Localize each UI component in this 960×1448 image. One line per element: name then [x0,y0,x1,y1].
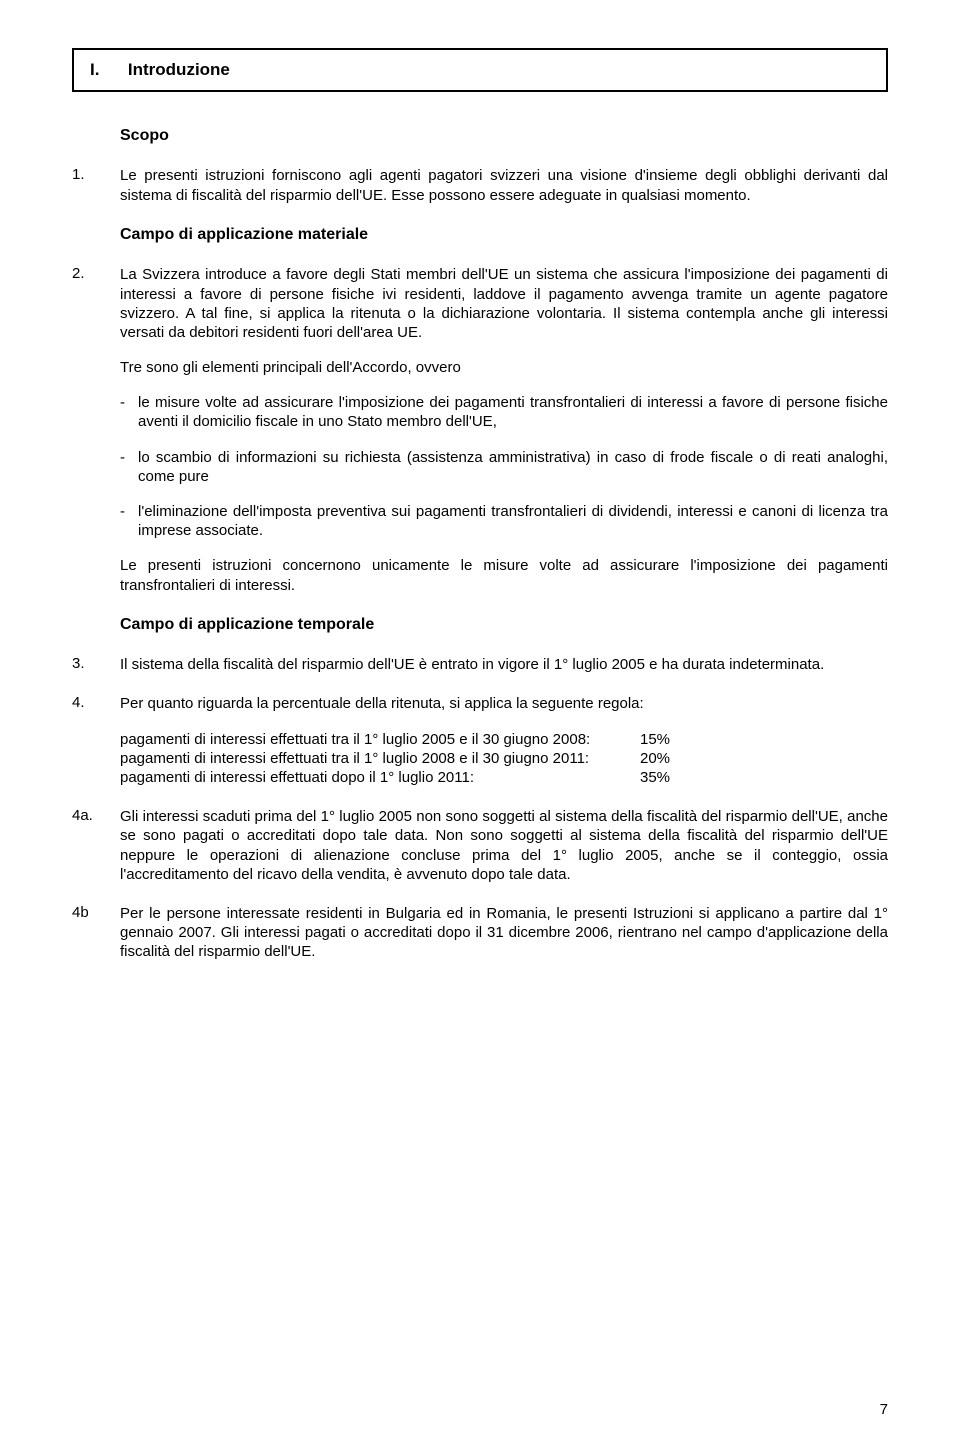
rate-pct: 15% [640,730,670,749]
bullet-text: l'eliminazione dell'imposta preventiva s… [138,502,888,540]
bullet-item: - le misure volte ad assicurare l'imposi… [120,393,888,431]
section-number: I. [90,60,99,79]
rates-table: pagamenti di interessi effettuati tra il… [120,730,888,788]
paragraph: La Svizzera introduce a favore degli Sta… [120,265,888,342]
paragraph: Gli interessi scaduti prima del 1° lugli… [120,807,888,884]
item-body: Per quanto riguarda la percentuale della… [120,694,888,787]
rate-row: pagamenti di interessi effettuati tra il… [120,749,888,768]
temporal-heading: Campo di applicazione temporale [120,615,888,635]
paragraph: Il sistema della fiscalità del risparmio… [120,655,888,674]
paragraph: Per le persone interessate residenti in … [120,904,888,962]
item-4: 4. Per quanto riguarda la percentuale de… [72,694,888,787]
item-number: 1. [72,166,120,204]
rate-pct: 35% [640,768,670,787]
bullet-list: - le misure volte ad assicurare l'imposi… [120,393,888,540]
scope-heading: Scopo [120,126,888,146]
item-number: 4a. [72,807,120,884]
section-header-box: I. Introduzione [72,48,888,92]
item-number: 2. [72,265,120,594]
page-number: 7 [880,1401,888,1418]
bullet-item: - lo scambio di informazioni su richiest… [120,448,888,486]
paragraph: Tre sono gli elementi principali dell'Ac… [120,358,888,377]
item-2: 2. La Svizzera introduce a favore degli … [72,265,888,594]
rate-label: pagamenti di interessi effettuati tra il… [120,749,640,768]
section-title: Introduzione [128,60,230,79]
dash-icon: - [120,502,138,540]
rate-label: pagamenti di interessi effettuati tra il… [120,730,640,749]
item-number: 3. [72,655,120,674]
item-number: 4b [72,904,120,962]
bullet-item: - l'eliminazione dell'imposta preventiva… [120,502,888,540]
bullet-text: lo scambio di informazioni su richiesta … [138,448,888,486]
item-body: La Svizzera introduce a favore degli Sta… [120,265,888,594]
rate-label: pagamenti di interessi effettuati dopo i… [120,768,640,787]
paragraph: Per quanto riguarda la percentuale della… [120,694,888,713]
dash-icon: - [120,448,138,486]
item-number: 4. [72,694,120,787]
item-3: 3. Il sistema della fiscalità del rispar… [72,655,888,674]
item-body: Per le persone interessate residenti in … [120,904,888,962]
item-4b: 4b Per le persone interessate residenti … [72,904,888,962]
item-1: 1. Le presenti istruzioni forniscono agl… [72,166,888,204]
item-body: Gli interessi scaduti prima del 1° lugli… [120,807,888,884]
bullet-text: le misure volte ad assicurare l'imposizi… [138,393,888,431]
dash-icon: - [120,393,138,431]
rate-pct: 20% [640,749,670,768]
material-heading: Campo di applicazione materiale [120,225,888,245]
item-body: Le presenti istruzioni forniscono agli a… [120,166,888,204]
rate-row: pagamenti di interessi effettuati dopo i… [120,768,888,787]
item-4a: 4a. Gli interessi scaduti prima del 1° l… [72,807,888,884]
paragraph: Le presenti istruzioni forniscono agli a… [120,166,888,204]
rate-row: pagamenti di interessi effettuati tra il… [120,730,888,749]
item-body: Il sistema della fiscalità del risparmio… [120,655,888,674]
paragraph: Le presenti istruzioni concernono unicam… [120,556,888,594]
